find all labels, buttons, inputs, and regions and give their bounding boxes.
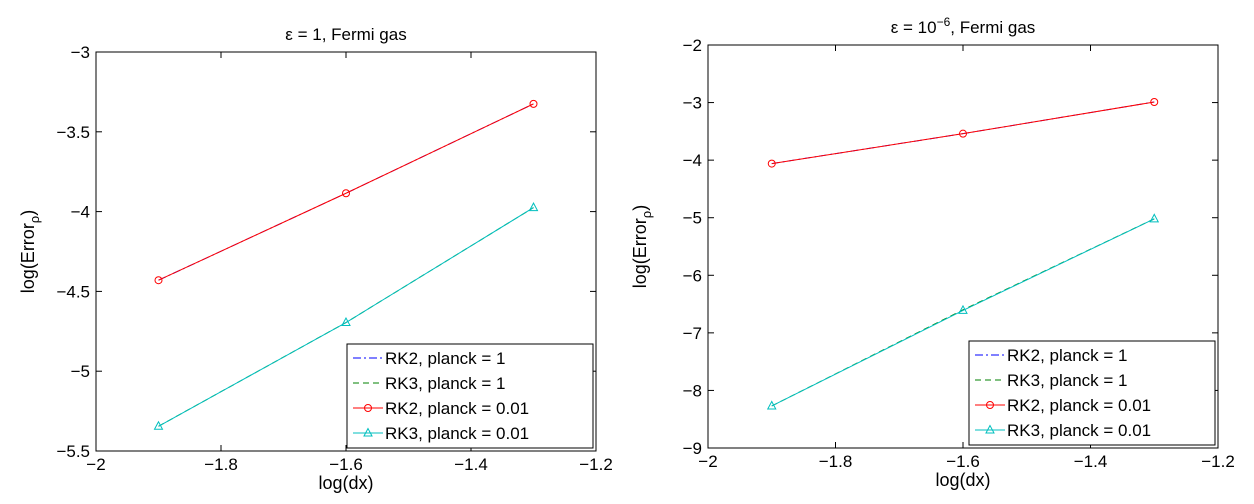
- x-tick-label: −2: [86, 455, 105, 474]
- x-tick-label: −1.4: [1074, 452, 1108, 471]
- y-axis-label: log(Errorρ): [18, 210, 42, 293]
- legend-marker-circle: [986, 401, 994, 409]
- y-tick-label: −5: [683, 209, 702, 228]
- y-tick-label: −8: [683, 381, 702, 400]
- y-tick-label: −3.5: [56, 123, 90, 142]
- chart-panel-1: −2 −1.8 −1.6 −1.4 −1.2 −5.5 −5 −4.5 −4 −3.5 −3 ε = …: [18, 25, 613, 493]
- x-tick-label: −1.4: [454, 455, 488, 474]
- y-tick-label: −7: [683, 324, 702, 343]
- legend-label-1: RK2, planck = 1: [385, 349, 506, 368]
- legend-label-4: RK3, planck = 0.01: [385, 424, 529, 443]
- x-tick-label: −1.2: [579, 455, 613, 474]
- x-tick-label: −1.6: [329, 455, 363, 474]
- x-tick-label: −2: [698, 452, 717, 471]
- chart-title: ε = 10−6, Fermi gas: [891, 15, 1036, 37]
- legend: [346, 343, 594, 449]
- x-tick-label: −1.6: [946, 452, 980, 471]
- x-axis-label: log(dx): [935, 470, 990, 490]
- legend-marker-circle: [364, 404, 372, 412]
- y-tick-label: −3: [71, 43, 90, 62]
- y-tick-label: −5: [71, 362, 90, 381]
- y-tick-label: −9: [683, 439, 702, 458]
- series-line-4: [158, 207, 534, 427]
- y-tick-label: −4: [71, 203, 90, 222]
- y-tick-label: −4.5: [56, 282, 90, 301]
- data-point-triangle: [153, 420, 164, 430]
- data-point-circle: [342, 189, 350, 198]
- data-point-circle: [529, 99, 538, 108]
- legend-marker-triangle: [985, 424, 995, 434]
- series-line-3: [771, 101, 1155, 165]
- y-tick-label: −5.5: [56, 442, 90, 461]
- y-tick-label: −2: [683, 36, 702, 55]
- data-point-triangle: [766, 400, 777, 410]
- y-tick-label: −6: [683, 266, 702, 285]
- data-point-circle: [959, 129, 967, 138]
- legend-label-3: RK2, planck = 0.01: [385, 399, 529, 418]
- data-point-triangle: [528, 202, 539, 212]
- x-tick-label: −1.2: [1201, 452, 1235, 471]
- legend-marker-triangle: [363, 427, 373, 437]
- data-point-triangle: [958, 304, 968, 314]
- data-point-circle: [154, 276, 163, 285]
- x-tick-label: −1.8: [819, 452, 853, 471]
- series-line-4: [771, 218, 1155, 407]
- legend: [968, 340, 1216, 446]
- legend-label-1: RK2, planck = 1: [1007, 346, 1128, 365]
- chart-panel-2: −2 −1.8 −1.6 −1.4 −1.2 −9 −8 −7 −6 −5 −4 −3 −2 ε = 10…: [630, 15, 1235, 490]
- legend-label-2: RK3, planck = 1: [385, 374, 506, 393]
- data-point-circle: [1150, 97, 1159, 106]
- x-tick-label: −1.8: [204, 455, 238, 474]
- x-axis-label: log(dx): [318, 473, 373, 493]
- series-line-3: [158, 103, 534, 281]
- legend-label-3: RK2, planck = 0.01: [1007, 396, 1151, 415]
- y-tick-label: −3: [683, 94, 702, 113]
- legend-label-2: RK3, planck = 1: [1007, 371, 1128, 390]
- y-tick-label: −4: [683, 151, 702, 170]
- chart-title: ε = 1, Fermi gas: [285, 25, 406, 44]
- legend-label-4: RK3, planck = 0.01: [1007, 421, 1151, 440]
- data-point-triangle: [341, 316, 351, 327]
- data-point-circle: [767, 159, 776, 168]
- data-point-triangle: [1149, 213, 1160, 223]
- y-axis-label: log(Errorρ): [630, 205, 654, 288]
